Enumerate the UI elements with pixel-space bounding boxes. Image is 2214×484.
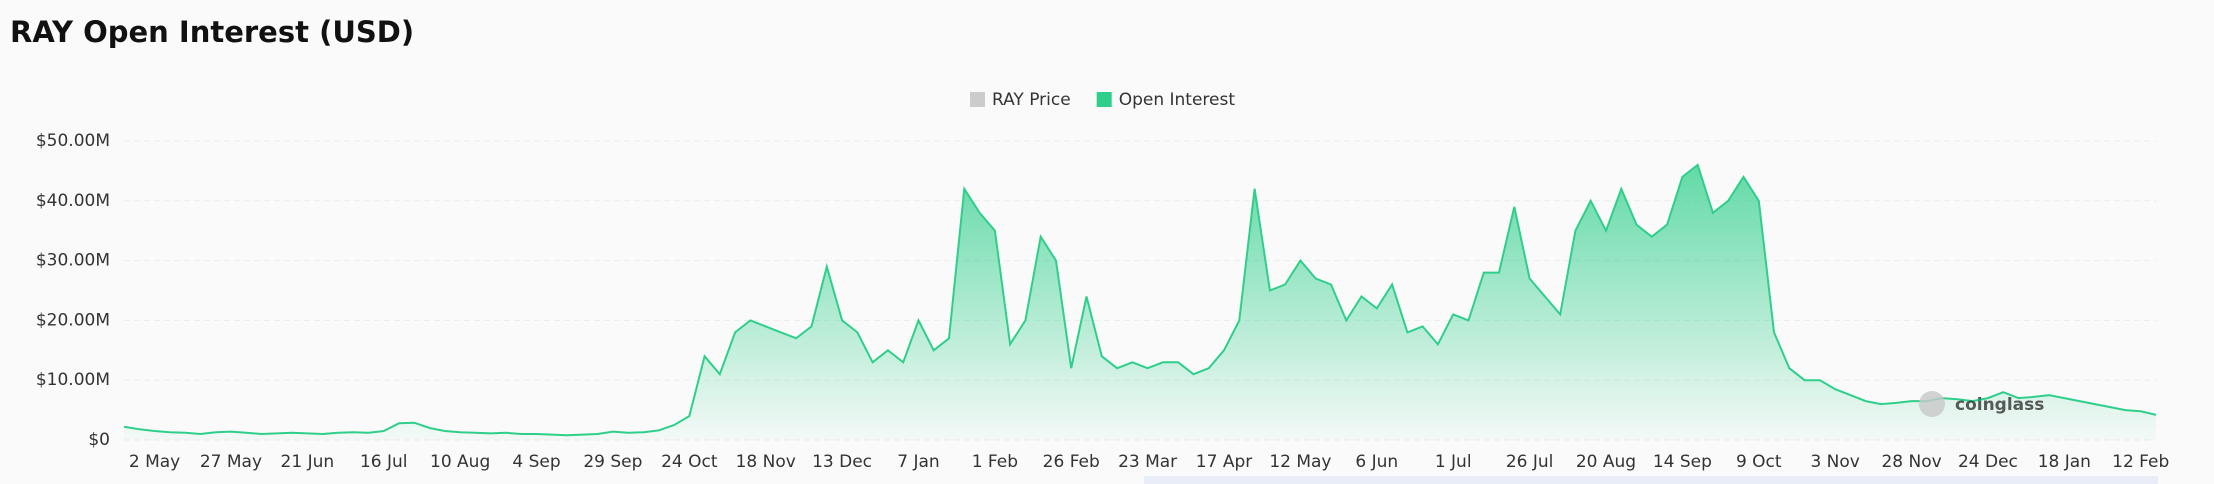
x-tick-label: 1 Feb (972, 452, 1018, 472)
x-tick-label: 28 Nov (1881, 452, 1941, 472)
x-tick-label: 29 Sep (583, 452, 642, 472)
watermark: coinglass (1955, 395, 2044, 415)
x-tick-label: 18 Jan (2038, 452, 2091, 472)
x-tick-label: 2 May (129, 452, 180, 472)
x-tick-label: 24 Oct (661, 452, 718, 472)
legend-swatch[interactable] (1096, 92, 1112, 107)
x-tick-label: 24 Dec (1958, 452, 2018, 472)
x-tick-label: 4 Sep (512, 452, 560, 472)
y-tick-label: $0 (88, 430, 110, 450)
x-tick-label: 26 Jul (1506, 452, 1554, 472)
x-tick-label: 23 Mar (1118, 452, 1177, 472)
x-tick-label: 20 Aug (1576, 452, 1636, 472)
x-tick-label: 1 Jul (1435, 452, 1472, 472)
line (123, 163, 2157, 437)
x-tick-label: 16 Jul (360, 452, 408, 472)
y-tick-label: $50.00M (36, 131, 110, 151)
x-tick-label: 13 Dec (812, 452, 872, 472)
y-tick-label: $40.00M (36, 191, 110, 211)
x-tick-label: 12 Feb (2112, 452, 2169, 472)
y-tick-label: $30.00M (36, 251, 110, 271)
x-tick-label: 7 Jan (897, 452, 939, 472)
legend-swatch[interactable] (970, 92, 985, 107)
x-tick-label: 6 Jun (1355, 452, 1398, 472)
range-slider[interactable] (1144, 476, 2158, 484)
x-tick-label: 3 Nov (1810, 452, 1859, 472)
x-tick-label: 17 Apr (1196, 452, 1252, 472)
x-tick-label: 21 Jun (281, 452, 335, 472)
x-tick-label: 10 Aug (430, 452, 490, 472)
x-tick-label: 26 Feb (1043, 452, 1100, 472)
y-tick-label: $10.00M (36, 370, 110, 390)
x-tick-label: 12 May (1269, 452, 1331, 472)
x-tick-label: 9 Oct (1736, 452, 1782, 472)
y-tick-label: $20.00M (36, 310, 110, 330)
x-tick-label: 14 Sep (1653, 452, 1712, 472)
x-tick-label: 18 Nov (736, 452, 796, 472)
x-tick-label: 27 May (200, 452, 262, 472)
watermark-logo (1919, 391, 1945, 417)
area (124, 164, 2156, 440)
chart-title: RAY Open Interest (USD) (10, 15, 414, 49)
legend-label[interactable]: Open Interest (1119, 90, 1236, 110)
legend-label[interactable]: RAY Price (992, 90, 1071, 110)
